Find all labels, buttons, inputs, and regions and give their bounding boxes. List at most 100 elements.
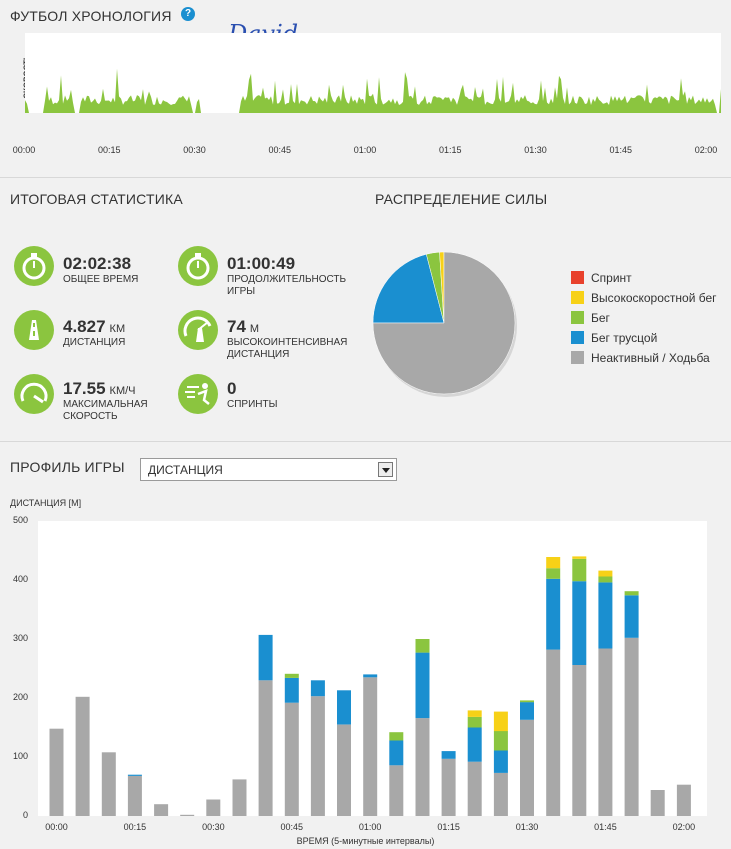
bar-segment[interactable] [467,727,482,762]
legend-swatch [571,291,584,304]
bar-segment[interactable] [520,702,534,720]
speed-timeline-svg [25,68,721,113]
x-tick-label: 00:15 [123,822,147,832]
x-tick-label: 00:00 [45,822,68,832]
stat-label: ДИСТАНЦИЯ [63,337,126,348]
bar-segment[interactable] [493,711,508,732]
pie-slice[interactable] [372,253,445,324]
bar-segment[interactable] [206,799,221,817]
y-tick-label: 400 [12,574,28,584]
legend-swatch [571,351,584,364]
legend-label: Бег [591,311,610,325]
bar-segment[interactable] [441,758,456,816]
stat-value: 17.55 КМ/Ч [63,379,136,399]
bar-segment[interactable] [363,677,378,816]
bar-segment[interactable] [572,558,587,582]
bar-segment[interactable] [520,700,534,703]
bar-segment[interactable] [598,576,613,583]
chevron-down-icon[interactable] [378,462,393,477]
bar-segment[interactable] [232,779,247,816]
profile-chart-ylabel: ДИСТАНЦИЯ [М] [10,498,82,508]
bar-segment[interactable] [598,648,613,816]
timeline-title: ФУТБОЛ ХРОНОЛОГИЯ [10,8,172,24]
timeline-tick: 01:00 [353,145,377,155]
stat-value: 4.827 КМ [63,317,125,337]
stat-value: 02:02:38 [63,254,131,274]
legend-swatch [571,331,584,344]
bar-segment[interactable] [624,591,639,596]
bar-segment[interactable] [650,790,665,816]
bar-segment[interactable] [546,649,561,816]
bar-segment[interactable] [127,775,142,816]
bar-segment[interactable] [598,570,613,577]
timeline-tick: 01:15 [438,145,462,155]
bar-segment[interactable] [572,581,587,665]
power-title: РАСПРЕДЕЛЕНИЕ СИЛЫ [375,191,548,207]
help-icon[interactable]: ? [181,7,195,21]
road-icon [14,310,54,350]
bar-segment[interactable] [180,814,195,816]
stat-value-number: 01:00:49 [227,254,296,273]
bar-segment[interactable] [572,556,587,559]
stat-value-number: 17.55 [63,379,106,398]
bar-segment[interactable] [284,673,299,678]
bar-segment[interactable] [258,680,273,816]
bar-segment[interactable] [127,774,142,776]
bar-segment[interactable] [284,702,299,816]
metric-select-value: ДИСТАНЦИЯ [148,463,223,477]
bar-segment[interactable] [363,674,378,678]
divider [0,441,731,442]
bar-segment[interactable] [624,637,639,816]
bar-segment[interactable] [467,710,482,717]
power-pie-chart [372,251,517,397]
speed-timeline-chart [25,33,721,113]
bar-segment[interactable] [467,761,482,816]
bar-segment[interactable] [389,740,404,766]
bar-segment[interactable] [154,804,169,816]
bar-segment[interactable] [337,724,351,816]
bar-segment[interactable] [415,718,430,816]
stat-label: МАКСИМАЛЬНАЯ СКОРОСТЬ [63,399,148,422]
bar-segment[interactable] [49,728,64,816]
bar-segment[interactable] [624,595,639,638]
bar-segment[interactable] [520,719,534,816]
bar-segment[interactable] [415,639,430,653]
stat-value-number: 02:02:38 [63,254,132,273]
bar-segment[interactable] [75,696,90,816]
bar-segment[interactable] [572,665,587,816]
bar-segment[interactable] [310,680,325,697]
sprint-icon [178,374,218,414]
bar-segment[interactable] [493,750,508,773]
bar-segment[interactable] [676,784,691,816]
bar-segment[interactable] [546,568,561,579]
speed-area [25,68,721,113]
bar-segment[interactable] [310,696,325,816]
legend-label: Спринт [591,271,632,285]
stat-unit: М [249,323,260,335]
bar-segment[interactable] [546,557,561,569]
bar-segment[interactable] [493,731,508,751]
stat-label: ПРОДОЛЖИТЕЛЬНОСТЬ ИГРЫ [227,274,347,297]
metric-select[interactable]: ДИСТАНЦИЯ [140,458,397,481]
pie-slice[interactable] [372,251,516,395]
stopwatch-icon [178,246,218,286]
bar-segment[interactable] [546,578,561,650]
profile-title: ПРОФИЛЬ ИГРЫ [10,459,125,475]
bar-segment[interactable] [389,732,404,741]
bar-segment[interactable] [493,772,508,816]
bar-segment[interactable] [337,690,351,725]
bar-segment[interactable] [415,652,430,719]
bar-segment[interactable] [284,677,299,703]
x-tick-label: 02:00 [672,822,696,832]
timeline-tick: 01:30 [524,145,547,155]
stopwatch-icon [14,246,54,286]
timeline-tick: 02:00 [694,145,718,155]
bar-segment[interactable] [258,634,273,681]
bar-segment[interactable] [389,765,404,816]
y-tick-label: 100 [12,751,28,761]
bar-segment[interactable] [101,752,116,816]
bar-segment[interactable] [598,582,613,649]
x-tick-label: 01:00 [358,822,382,832]
bar-segment[interactable] [467,716,482,728]
bar-segment[interactable] [441,751,456,759]
